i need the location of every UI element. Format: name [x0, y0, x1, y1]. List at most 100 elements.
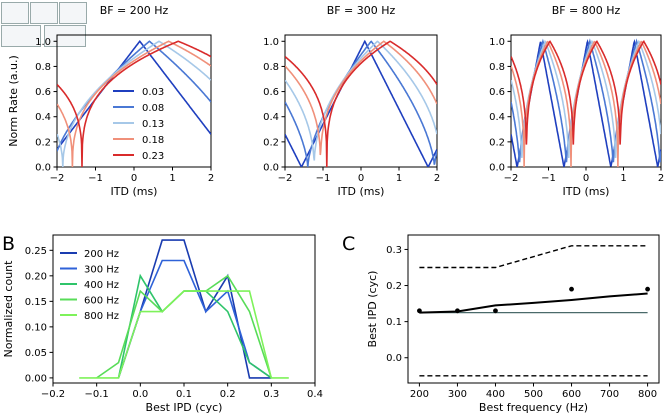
legend-label: 800 Hz: [84, 311, 119, 322]
x-tick-label: 600: [562, 389, 581, 400]
tuning-curve: [511, 39, 661, 145]
panel-label-c: C: [342, 233, 355, 255]
thumbnail-1: [1, 2, 29, 24]
x-tick-label: 0.1: [176, 389, 192, 400]
data-point: [645, 286, 650, 292]
legend-label: 200 Hz: [84, 249, 119, 260]
x-tick-label: 300: [448, 389, 467, 400]
y-tick-label: 0.0: [35, 163, 51, 174]
thumbnail-strip: [0, 0, 87, 47]
legend-label: 600 Hz: [84, 296, 119, 307]
y-axis-label: Normalized count: [2, 260, 15, 358]
tuning-curve: [57, 40, 211, 167]
x-tick-label: 2: [434, 173, 440, 184]
y-tick-label: 0.4: [263, 112, 279, 123]
histogram-series: [117, 259, 272, 379]
data-point: [455, 308, 460, 314]
mean-line: [419, 292, 648, 314]
y-tick-label: 0.25: [25, 246, 47, 257]
x-tick-label: 2: [658, 173, 664, 184]
x-axis-label: ITD (ms): [338, 185, 385, 198]
y-tick-label: 0.0: [263, 163, 279, 174]
y-tick-label: 0.05: [25, 348, 47, 359]
legend-label: 0.23: [142, 151, 164, 162]
curve-group: [57, 40, 211, 167]
y-tick-label: 0.8: [489, 62, 505, 73]
y-tick-label: 0.8: [35, 62, 51, 73]
y-tick-label: 0.0: [386, 353, 402, 364]
histogram-series: [79, 290, 289, 379]
y-tick-label: 0.3: [386, 245, 402, 256]
data-point: [417, 308, 422, 314]
curve-group: [511, 38, 661, 167]
y-tick-label: 0.2: [386, 281, 402, 292]
x-tick-label: −0.2: [41, 389, 65, 400]
x-tick-label: 0.3: [263, 389, 279, 400]
legend-label: 0.03: [142, 87, 164, 98]
legend-label: 0.13: [142, 119, 164, 130]
upper-bound-line: [419, 245, 648, 269]
y-tick-label: 0.2: [489, 137, 505, 148]
x-tick-label: 0: [583, 173, 589, 184]
y-tick-label: 0.10: [25, 322, 47, 333]
histogram-series: [117, 239, 272, 379]
y-tick-label: 0.6: [35, 87, 51, 98]
x-tick-label: 2: [208, 173, 214, 184]
x-tick-label: 200: [410, 389, 429, 400]
data-point: [493, 308, 498, 314]
y-tick-label: 0.00: [25, 373, 47, 384]
x-tick-label: 0.0: [132, 389, 148, 400]
x-tick-label: 0.4: [307, 389, 323, 400]
tuning-curve: [57, 40, 211, 167]
panel-label-b: B: [2, 233, 15, 255]
x-tick-label: −2: [278, 173, 293, 184]
legend-label: 400 Hz: [84, 280, 119, 291]
x-tick-label: −0.1: [85, 389, 109, 400]
x-axis-label: Best frequency (Hz): [479, 401, 588, 414]
curve-group: [285, 39, 437, 167]
chart-layer: −2 −1 0 1 2 0.0 0.2 0.4 0.6 0.8 1.0 ITD (ms) Norm Ra…: [2, 4, 664, 414]
tuning-curve: [285, 40, 437, 167]
x-tick-label: 0: [131, 173, 137, 184]
chart-title: BF = 300 Hz: [327, 4, 396, 17]
x-tick-label: −2: [504, 173, 519, 184]
thumbnail-4: [1, 25, 41, 47]
chart-title: BF = 200 Hz: [100, 4, 169, 17]
y-tick-label: 1.0: [263, 37, 279, 48]
y-tick-label: 0.4: [35, 112, 51, 123]
x-axis-label: ITD (ms): [111, 185, 158, 198]
x-tick-label: −2: [50, 173, 65, 184]
x-tick-label: −1: [541, 173, 556, 184]
y-axis-label: Norm Rate (a.u.): [7, 55, 20, 147]
data-point: [569, 286, 574, 292]
y-tick-label: 0.6: [263, 87, 279, 98]
x-tick-label: 400: [486, 389, 505, 400]
y-tick-label: 0.15: [25, 297, 47, 308]
legend-label: 0.18: [142, 135, 164, 146]
y-tick-label: 0.4: [489, 112, 505, 123]
y-tick-label: 0.20: [25, 271, 47, 282]
legend-label: 300 Hz: [84, 265, 119, 276]
x-tick-label: 0: [358, 173, 364, 184]
tuning-curve: [285, 40, 437, 167]
x-tick-label: 500: [524, 389, 543, 400]
y-tick-label: 0.8: [263, 62, 279, 73]
y-tick-label: 0.6: [489, 87, 505, 98]
tuning-curve: [285, 40, 437, 161]
x-tick-label: −1: [316, 173, 331, 184]
thumbnail-3: [59, 2, 87, 24]
tuning-curve: [285, 40, 437, 156]
x-tick-label: 800: [638, 389, 657, 400]
x-axis-label: Best IPD (cyc): [146, 401, 223, 414]
y-tick-label: 1.0: [35, 37, 51, 48]
y-tick-label: 0.0: [489, 163, 505, 174]
x-tick-label: 700: [600, 389, 619, 400]
legend-label: 0.08: [142, 103, 164, 114]
x-tick-label: −1: [88, 173, 103, 184]
y-tick-label: 1.0: [489, 37, 505, 48]
x-axis-label: ITD (ms): [563, 185, 610, 198]
y-tick-label: 0.2: [35, 137, 51, 148]
thumbnail-2: [30, 2, 58, 24]
x-tick-label: 1: [396, 173, 402, 184]
